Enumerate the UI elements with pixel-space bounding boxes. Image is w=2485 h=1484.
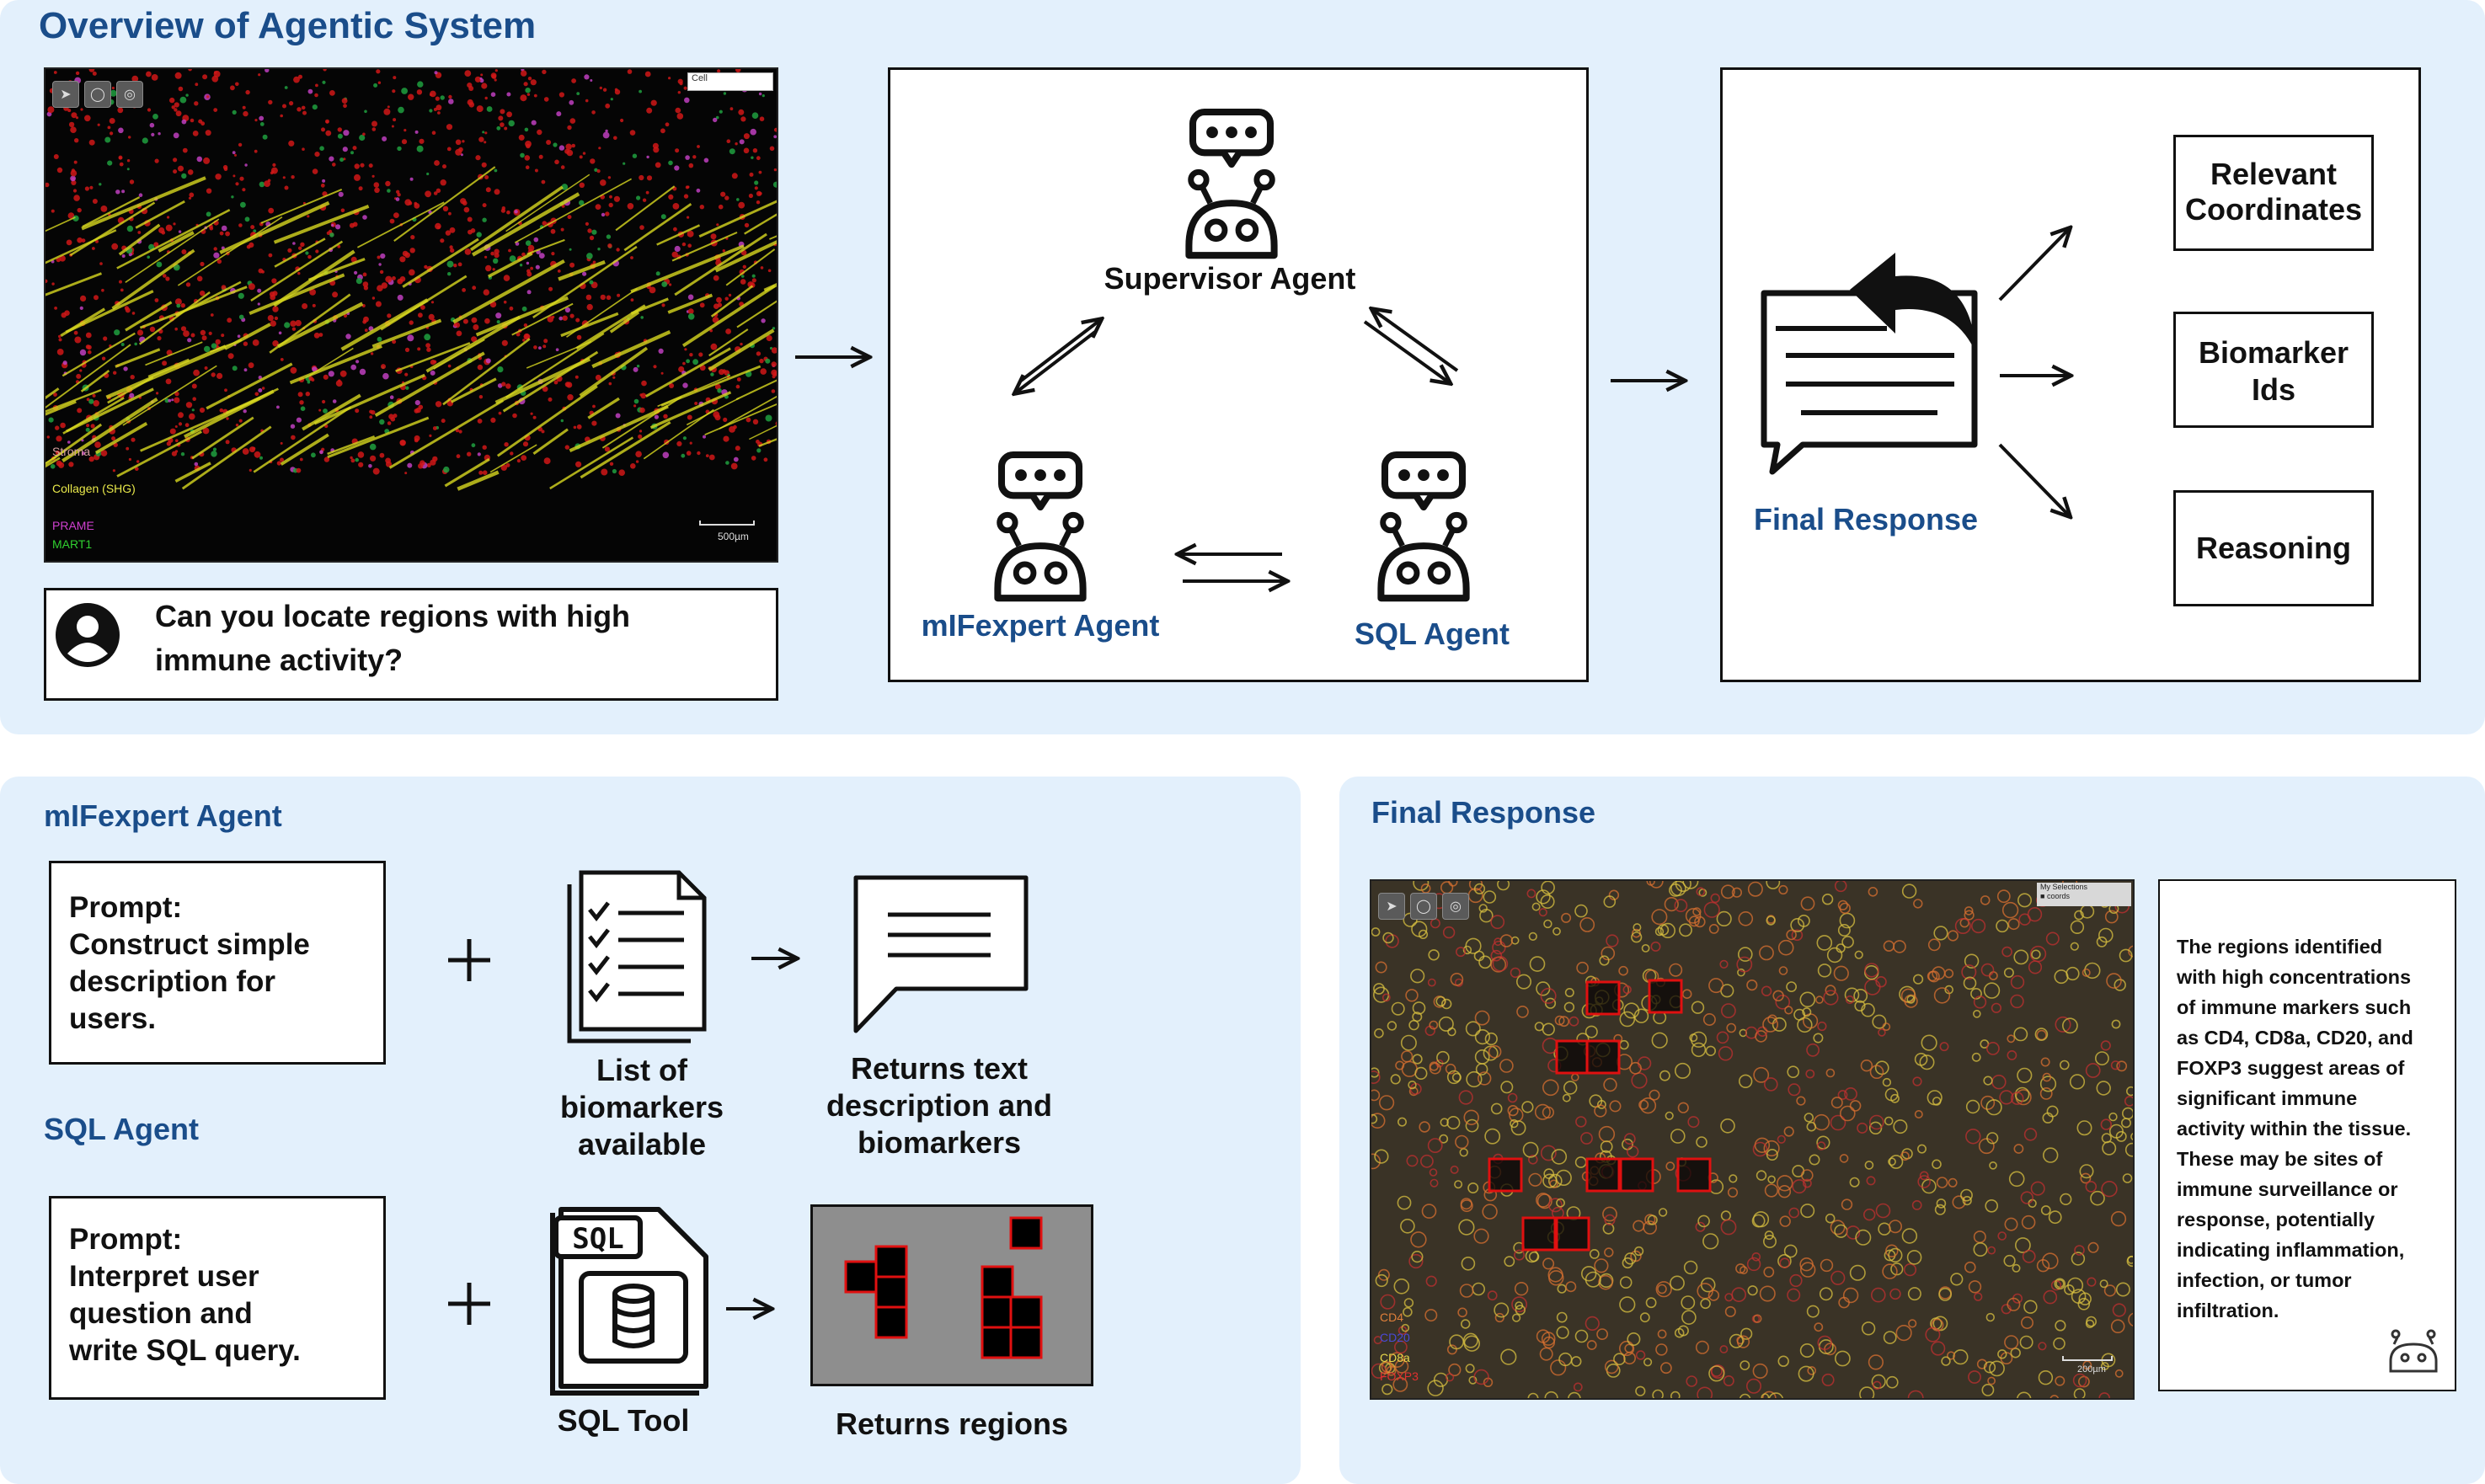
response-text-line: as CD4, CD8a, CD20, and <box>2177 1027 2413 1049</box>
agent-system-box <box>888 67 1589 682</box>
output-biomarker-line1: Biomarker <box>2198 335 2349 370</box>
response-text-line: infection, or tumor <box>2177 1269 2352 1291</box>
lasso-tool-icon[interactable]: ◯ <box>1410 893 1437 920</box>
mlf-prompt-line3: description for <box>69 965 276 998</box>
mlf-prompt-box <box>49 861 386 1065</box>
output-coordinates-box <box>2173 135 2374 251</box>
response-text: The regions identified with high concentr… <box>2177 932 2413 1326</box>
response-tissue-render <box>1371 881 2133 1398</box>
pointer-tool-icon[interactable]: ➤ <box>1378 893 1405 920</box>
mlf-prompt-line4: users. <box>69 1002 157 1035</box>
response-text-line: significant immune <box>2177 1087 2358 1109</box>
legend-foxp3: FOXP3 <box>1380 1369 1419 1383</box>
overview-title: Overview of Agentic System <box>39 5 537 46</box>
pointer-tool-icon[interactable]: ➤ <box>52 81 79 108</box>
response-text-line: activity within the tissue. <box>2177 1118 2412 1140</box>
supervisor-agent-label: Supervisor Agent <box>1104 261 1356 296</box>
mlf-panel-title: mIFexpert Agent <box>44 798 282 833</box>
output-reasoning-box <box>2173 490 2374 606</box>
regions-result <box>810 1204 1093 1386</box>
response-text-line: The regions identified <box>2177 936 2383 958</box>
image-toolbar: ➤ ◯ ◎ <box>52 81 143 108</box>
search-box[interactable]: Cell <box>687 72 773 91</box>
selections-item: ■ coords <box>2040 892 2070 900</box>
legend-prame: PRAME <box>52 519 94 532</box>
output-biomarker-box <box>2173 312 2374 428</box>
sql-prompt-line3: question and <box>69 1297 253 1330</box>
screenshot-tool-icon[interactable]: ◎ <box>116 81 143 108</box>
biomarker-list-line2: biomarkers <box>559 1090 724 1124</box>
output-coordinates-line2: Coordinates <box>2184 192 2363 227</box>
biomarker-list-line1: List of <box>596 1053 687 1087</box>
legend-collagen: Collagen (SHG) <box>52 482 136 495</box>
user-query-line1: Can you locate regions with high <box>155 599 631 633</box>
tissue-image: ➤ ◯ ◎ Cell Stroma Collagen (SHG) PRAME M… <box>44 67 778 563</box>
sql-prompt-box <box>49 1196 386 1400</box>
response-text-line: of immune markers such <box>2177 996 2412 1018</box>
returns-text-line3: biomarkers <box>857 1125 1022 1160</box>
returns-regions-label: Returns regions <box>835 1407 1069 1441</box>
mlf-prompt-line1: Prompt: <box>69 891 183 924</box>
response-text-line: immune surveillance or <box>2177 1178 2398 1200</box>
mlfexpert-agent-label: mIFexpert Agent <box>921 608 1160 643</box>
response-text-line: FOXP3 suggest areas of <box>2177 1057 2405 1079</box>
legend-cd8a: CD8a <box>1380 1351 1410 1364</box>
legend-cd20: CD20 <box>1380 1331 1410 1344</box>
search-box-label: Cell <box>692 73 708 83</box>
output-biomarker-line2: Ids <box>2251 372 2295 407</box>
legend-cd4: CD4 <box>1380 1311 1404 1324</box>
lasso-tool-icon[interactable]: ◯ <box>84 81 111 108</box>
mlf-prompt-line2: Construct simple <box>69 928 310 961</box>
output-reasoning-label: Reasoning <box>2195 531 2352 565</box>
selections-panel[interactable]: My Selections ■ coords <box>2037 883 2131 906</box>
sql-prompt-line1: Prompt: <box>69 1223 183 1256</box>
scale-label: 500µm <box>718 531 749 542</box>
sql-agent-label: SQL Agent <box>1354 617 1510 651</box>
response-text-line: indicating inflammation, <box>2177 1239 2405 1261</box>
sql-prompt-line4: write SQL query. <box>69 1334 301 1367</box>
biomarker-list-line3: available <box>577 1127 707 1161</box>
legend-mart1: MART1 <box>52 537 93 551</box>
tissue-image-render <box>45 69 777 491</box>
sql-panel-title: SQL Agent <box>44 1112 200 1146</box>
response-text-box <box>2158 879 2456 1391</box>
selections-title: My Selections <box>2040 883 2088 891</box>
response-text-line: response, potentially <box>2177 1209 2375 1230</box>
returns-text-line1: Returns text <box>850 1051 1029 1086</box>
final-response-label: Final Response <box>1754 502 1979 536</box>
response-text-line: infiltration. <box>2177 1300 2279 1321</box>
user-query-line2: immune activity? <box>155 643 403 677</box>
response-tissue-image: ➤ ◯ ◎ My Selections ■ coords CD4 CD20 CD… <box>1370 879 2135 1400</box>
response-text-line: with high concentrations <box>2177 966 2412 988</box>
sql-prompt-line2: Interpret user <box>69 1260 259 1293</box>
screenshot-tool-icon[interactable]: ◎ <box>1442 893 1469 920</box>
scale-bar <box>699 520 755 526</box>
sql-tool-label: SQL Tool <box>557 1403 690 1438</box>
final-panel-title: Final Response <box>1371 795 1596 830</box>
legend-stroma: Stroma <box>52 445 91 458</box>
response-text-line: These may be sites of <box>2177 1148 2383 1170</box>
response-scale-label: 200µm <box>2077 1364 2106 1375</box>
user-query-box <box>44 588 778 701</box>
response-image-toolbar: ➤ ◯ ◎ <box>1378 893 1469 920</box>
response-scale-bar <box>2062 1356 2113 1361</box>
output-coordinates-line1: Relevant <box>2210 157 2338 191</box>
returns-text-line2: description and <box>826 1088 1053 1123</box>
